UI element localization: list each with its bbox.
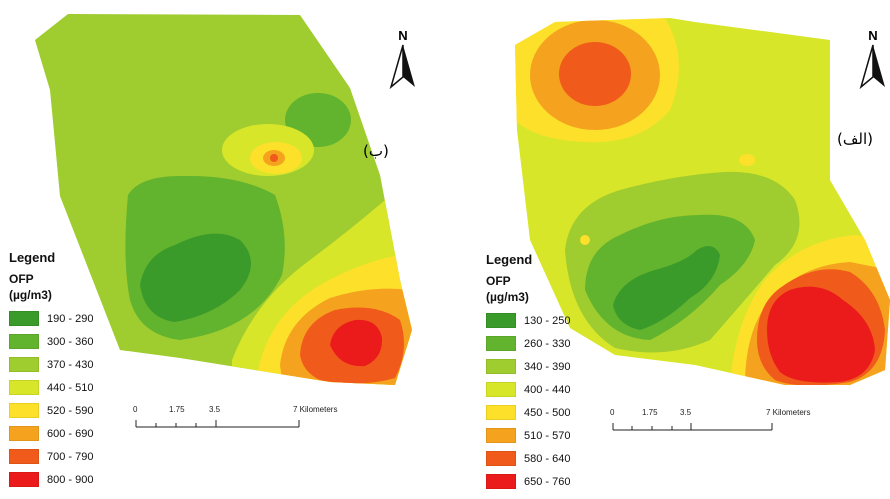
zone-b-190-290 [140, 233, 251, 322]
scale-tick-label: 3.5 [209, 405, 221, 414]
scale-bar-a: 0 1.75 3.5 7 Kilometers [610, 408, 842, 438]
legend-label: 440 - 510 [47, 381, 94, 394]
legend-label: 300 - 360 [47, 335, 94, 348]
legend-label: 340 - 390 [524, 360, 571, 373]
scale-tick-label: 7 Kilometers [766, 408, 811, 417]
scale-tick-label: 0 [133, 405, 138, 414]
north-arrow-icon [859, 44, 885, 90]
legend-swatch [486, 428, 516, 443]
legend-swatch [486, 451, 516, 466]
zone-a-580-640 [559, 42, 631, 106]
legend-label: 190 - 290 [47, 312, 94, 325]
zone-b-800-900 [330, 319, 383, 367]
legend-title: Legend [486, 252, 533, 267]
scale-bar-icon [612, 423, 773, 431]
map-panel-a: N (الف) Legend OFP (µg/m3) 130 - 250 260… [445, 0, 890, 499]
legend-item: 300 - 360 [9, 330, 93, 353]
north-arrow-a: N [858, 28, 888, 92]
north-label: N [398, 28, 408, 43]
zone-b-700-790-north [270, 154, 278, 162]
legend-label: 130 - 250 [524, 314, 571, 327]
map-panel-b: N (ب) Legend OFP (µg/m3) 190 - 290 300 -… [9, 14, 418, 491]
legend-swatch [486, 313, 516, 328]
scale-tick-label: 0 [610, 408, 615, 417]
legend-item: 370 - 430 [9, 353, 93, 376]
ofp-map-b [35, 14, 412, 385]
legend-swatch [9, 380, 39, 395]
legend-label: 600 - 690 [47, 427, 94, 440]
legend-unit: (µg/m3) [486, 290, 529, 304]
legend-label: 370 - 430 [47, 358, 94, 371]
legend-label: 450 - 500 [524, 406, 571, 419]
legend-item: 190 - 290 [9, 307, 93, 330]
legend-item: 440 - 510 [9, 376, 93, 399]
legend-label: 510 - 570 [524, 429, 571, 442]
north-label: N [868, 28, 878, 43]
legend-label: 700 - 790 [47, 450, 94, 463]
legend-item: 580 - 640 [486, 447, 570, 470]
scale-bar-icon [135, 420, 300, 428]
scale-tick-label: 1.75 [169, 405, 185, 414]
legend-item: 600 - 690 [9, 422, 93, 445]
legend-swatch [9, 426, 39, 441]
legend-swatch [486, 405, 516, 420]
legend-b: Legend OFP (µg/m3) 190 - 290 300 - 360 3… [9, 250, 93, 491]
legend-swatch [486, 382, 516, 397]
scale-tick-label: 7 Kilometers [293, 405, 338, 414]
legend-swatch [9, 472, 39, 487]
legend-swatch [9, 403, 39, 418]
legend-label: 650 - 760 [524, 475, 571, 488]
scale-bar-b: 0 1.75 3.5 7 Kilometers [133, 405, 365, 435]
legend-item: 650 - 760 [486, 470, 570, 493]
legend-label: 260 - 330 [524, 337, 571, 350]
north-arrow-b: N [388, 28, 418, 92]
ofp-map-a [515, 18, 890, 385]
legend-item: 520 - 590 [9, 399, 93, 422]
legend-variable: OFP [9, 272, 34, 286]
legend-label: 800 - 900 [47, 473, 94, 486]
legend-item: 700 - 790 [9, 445, 93, 468]
legend-unit: (µg/m3) [9, 288, 52, 302]
legend-a: Legend OFP (µg/m3) 130 - 250 260 - 330 3… [486, 252, 570, 493]
legend-item: 450 - 500 [486, 401, 570, 424]
legend-item: 400 - 440 [486, 378, 570, 401]
legend-title: Legend [9, 250, 56, 265]
legend-swatch [9, 311, 39, 326]
zone-a-650-760 [767, 286, 875, 383]
legend-swatch [486, 474, 516, 489]
legend-swatch [486, 359, 516, 374]
panel-label-b: (ب) [363, 142, 389, 160]
legend-label: 520 - 590 [47, 404, 94, 417]
zone-a-speck [739, 154, 755, 166]
legend-label: 400 - 440 [524, 383, 571, 396]
zone-a-130-250 [613, 246, 720, 330]
legend-item: 260 - 330 [486, 332, 570, 355]
north-arrow-icon [389, 44, 415, 90]
legend-swatch [9, 334, 39, 349]
legend-item: 130 - 250 [486, 309, 570, 332]
scale-tick-label: 1.75 [642, 408, 658, 417]
legend-item: 510 - 570 [486, 424, 570, 447]
legend-swatch [9, 357, 39, 372]
legend-variable: OFP [486, 274, 511, 288]
legend-swatch [486, 336, 516, 351]
scale-tick-label: 3.5 [680, 408, 692, 417]
zone-a-speck [580, 235, 590, 245]
panel-label-a: (الف) [837, 130, 873, 148]
legend-label: 580 - 640 [524, 452, 571, 465]
legend-item: 800 - 900 [9, 468, 93, 491]
legend-swatch [9, 449, 39, 464]
legend-item: 340 - 390 [486, 355, 570, 378]
